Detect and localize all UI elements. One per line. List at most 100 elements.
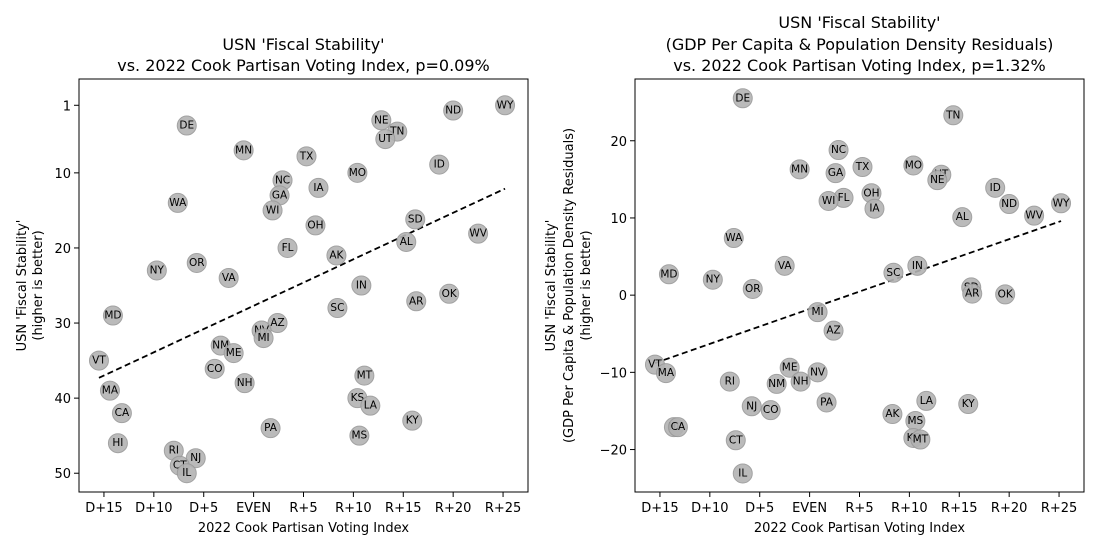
point-marker [732,463,753,484]
point-label: IN [356,280,367,292]
point-label: IN [912,260,923,272]
data-point: MD [658,264,679,285]
point-marker [1051,193,1072,214]
y-axis-label: (GDP Per Capita & Population Density Res… [562,128,577,443]
y-tick-label: 10 [610,212,627,227]
data-point: TX [852,157,873,178]
chart-title-line: (GDP Per Capita & Population Density Res… [666,35,1054,54]
data-point: NY [702,269,723,290]
point-label: IL [738,467,747,479]
data-point: MD [102,305,123,326]
data-point: UT [375,129,396,150]
y-tick-label: −20 [600,444,627,459]
plot-frame [78,78,529,493]
point-label: AR [965,288,979,300]
data-point: MA [99,380,120,401]
point-marker [88,350,109,371]
point-marker [107,433,128,454]
data-point: AK [882,404,903,425]
point-marker [816,392,837,413]
data-point: AZ [267,313,288,334]
y-tick-label: 30 [54,317,71,332]
trend-line [98,187,506,379]
point-label: VA [222,272,237,284]
x-tick-label: R+20 [991,501,1027,516]
point-marker [702,269,723,290]
point-label: OR [189,257,205,269]
data-point: CO [760,400,781,421]
point-marker [146,260,167,281]
point-marker [958,393,979,414]
data-point: MT [354,365,375,386]
data-point: MT [910,429,931,450]
data-point: OK [439,283,460,304]
x-tick-label: D+10 [691,501,728,516]
data-point: CO [204,358,225,379]
data-point: TN [943,105,964,126]
data-point: MO [903,155,924,176]
point-marker [223,343,244,364]
point-marker [405,209,426,230]
data-point: NC [272,170,293,191]
data-point: VA [218,267,239,288]
point-label: NC [275,174,290,186]
point-marker [667,417,688,438]
data-point: OR [186,252,207,273]
point-label: AK [329,249,344,261]
data-point: NY [146,260,167,281]
data-point: GA [269,185,290,206]
point-label: RI [725,376,735,388]
point-label: TN [945,109,960,121]
point-label: OH [307,219,323,231]
x-tick-label: D+5 [745,501,774,516]
point-marker [825,163,846,184]
data-point: AZ [823,320,844,341]
point-label: GA [272,189,288,201]
data-point: NH [234,373,255,394]
point-label: OK [998,288,1014,300]
point-label: LA [920,395,934,407]
x-tick-label: R+5 [289,501,317,516]
point-marker [253,328,274,349]
point-label: WV [469,228,487,240]
data-point: SC [327,298,348,319]
point-marker [99,380,120,401]
data-point: WI [818,190,839,211]
point-marker [655,363,676,384]
point-label: NC [831,144,846,156]
x-tick-label: R+15 [941,501,977,516]
data-point: NE [371,110,392,131]
plot-frame [634,78,1085,493]
point-marker [429,154,450,175]
point-label: MT [357,370,373,382]
point-marker [952,207,973,228]
point-marker [882,404,903,425]
point-label: FL [838,192,850,204]
point-label: SD [408,213,423,225]
data-point: ID [985,177,1006,198]
point-label: NY [706,274,721,286]
data-point: CT [725,430,746,451]
data-point: MO [347,162,368,183]
point-label: DE [179,120,194,132]
point-marker [326,245,347,266]
point-label: MA [658,367,675,379]
point-marker [852,157,873,178]
point-marker [308,177,329,198]
x-tick-label: R+25 [485,501,521,516]
point-marker [760,400,781,421]
data-point: WV [468,223,489,244]
y-tick-label: −10 [600,366,627,381]
point-label: WI [822,195,835,207]
x-tick-label: R+15 [385,501,421,516]
point-label: NH [237,377,253,389]
data-point: OK [995,284,1016,305]
point-marker [167,192,188,213]
point-marker [927,170,948,191]
data-point: ME [223,343,244,364]
point-label: AK [885,408,900,420]
point-label: CO [207,363,223,375]
data-point: IN [907,255,928,276]
point-marker [371,110,392,131]
point-label: KY [962,398,976,410]
